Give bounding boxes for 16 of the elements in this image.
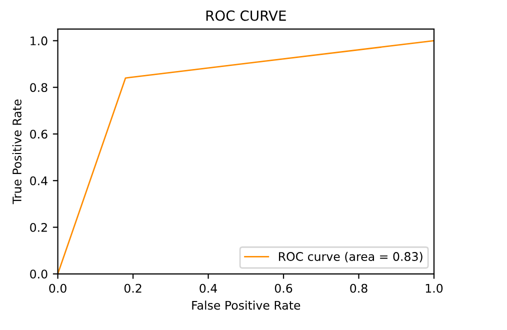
y-tick-label: 0.6 [30,130,48,139]
x-tick-label: 0.8 [350,284,368,293]
y-tick-label: 0.2 [30,222,47,232]
y-tick-label: 1.0 [30,36,48,46]
x-tick-label: 0.2 [124,284,142,293]
chart-title: ROC CURVE [206,10,286,21]
y-axis-title: True Positive Rate [12,100,22,204]
x-tick-label: 0.4 [200,284,217,293]
x-tick-label: 0.0 [49,284,66,293]
y-tick-label: 0.8 [30,83,48,92]
legend-label: ROC curve (area = 0.83) [278,252,422,262]
y-tick-label: 0.4 [30,176,48,186]
x-tick-label: 1.0 [426,284,443,293]
x-axis-title: False Positive Rate [192,300,300,310]
x-tick-label: 0.6 [274,284,292,293]
y-tick-label: 0.0 [30,270,48,279]
